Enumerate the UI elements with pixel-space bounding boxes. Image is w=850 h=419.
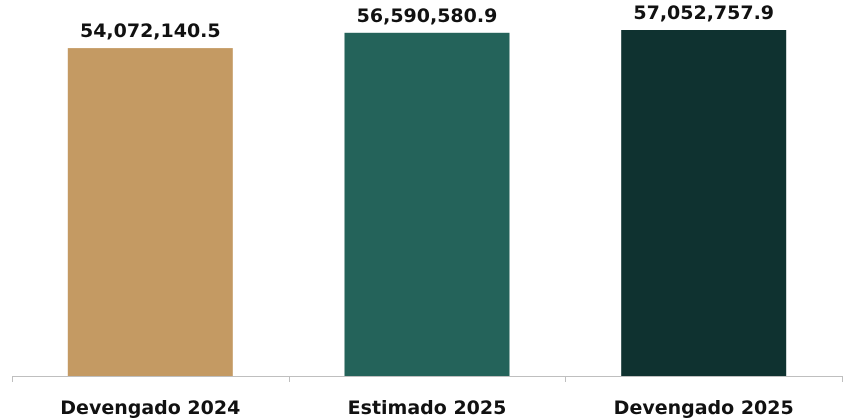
bars-layer — [67, 30, 787, 377]
x-axis-ticks — [12, 376, 843, 382]
category-label: Devengado 2024 — [60, 397, 240, 419]
data-label: 54,072,140.5 — [80, 20, 221, 42]
data-label: 57,052,757.9 — [633, 2, 774, 24]
category-labels-layer: Devengado 2024 Estimado 2025 Devengado 202… — [60, 397, 793, 419]
bar — [67, 48, 233, 376]
data-label: 56,590,580.9 — [357, 5, 498, 27]
data-labels-layer: 54,072,140.5 56,590,580.9 57,052,757.9 — [80, 2, 774, 42]
bar — [344, 32, 510, 377]
category-label: Devengado 2025 — [614, 397, 794, 419]
bar — [621, 30, 787, 376]
category-label: Estimado 2025 — [348, 397, 507, 419]
